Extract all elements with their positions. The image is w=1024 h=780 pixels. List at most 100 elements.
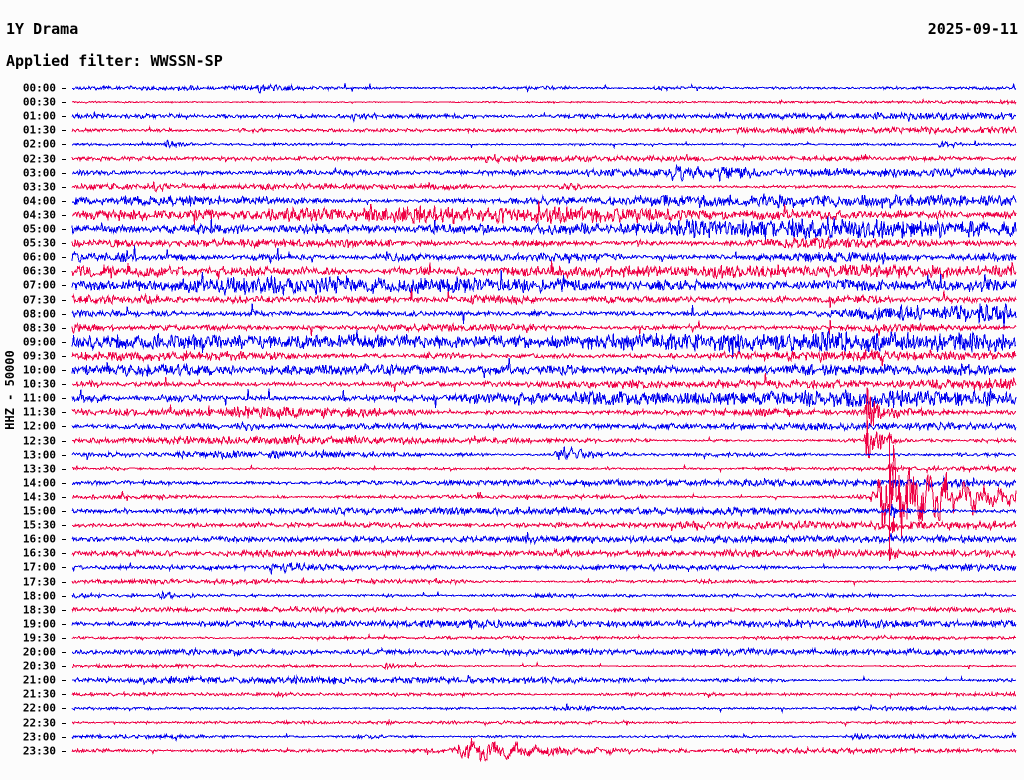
time-tick-mark <box>62 88 66 89</box>
time-tick-label: 20:30 <box>22 659 56 673</box>
trace-line <box>71 605 1017 615</box>
time-tick-label: 23:30 <box>22 744 56 758</box>
trace-line <box>71 504 1017 519</box>
time-tick-mark <box>62 398 66 400</box>
time-tick-mark <box>62 567 66 569</box>
trace-line <box>71 577 1017 587</box>
trace-line <box>72 674 1017 686</box>
time-tick-label: 22:30 <box>22 716 56 729</box>
time-tick-label: 15:00 <box>22 504 56 518</box>
time-tick-mark <box>62 243 66 245</box>
time-tick-label: 09:00 <box>22 335 56 349</box>
time-tick-label: 05:00 <box>22 222 56 236</box>
trace-line <box>71 718 1016 728</box>
time-tick-mark <box>62 694 66 696</box>
time-tick-mark <box>62 299 66 301</box>
time-tick-label: 02:00 <box>22 137 56 151</box>
trace-line <box>71 200 1017 226</box>
time-tick-label: 05:30 <box>22 236 56 250</box>
time-tick-label: 14:30 <box>22 490 56 504</box>
time-tick-label: 23:00 <box>22 730 56 744</box>
trace-line <box>71 561 1017 575</box>
time-tick-label: 06:00 <box>22 250 56 264</box>
time-tick-mark <box>62 370 66 371</box>
trace-line <box>72 516 1017 533</box>
trace-line <box>71 83 1017 94</box>
time-tick-label: 15:30 <box>22 518 56 532</box>
trace-line <box>71 97 1017 106</box>
trace-line <box>71 111 1017 124</box>
trace-line <box>71 357 1017 378</box>
time-tick-label: 19:30 <box>22 631 56 645</box>
time-tick-label: 01:30 <box>22 123 56 137</box>
trace-line <box>71 303 1017 329</box>
time-tick-label: 17:00 <box>22 560 56 574</box>
trace-line <box>71 320 1017 337</box>
time-tick-mark <box>62 285 66 287</box>
trace-line <box>71 260 1017 280</box>
trace-line <box>71 703 1017 714</box>
time-tick-label: 19:00 <box>22 617 56 631</box>
time-tick-label: 12:00 <box>22 419 56 433</box>
time-tick-mark <box>62 341 66 343</box>
time-tick-mark <box>62 581 66 583</box>
time-tick-mark <box>62 553 66 555</box>
time-tick-mark <box>62 708 66 710</box>
time-tick-mark <box>62 229 66 230</box>
time-tick-mark <box>62 468 66 470</box>
trace-line <box>71 388 1017 409</box>
time-tick-mark <box>62 595 66 597</box>
time-tick-label: 01:00 <box>22 109 56 123</box>
trace-line <box>71 216 1017 240</box>
time-tick-mark <box>62 313 66 315</box>
time-tick-mark <box>62 440 66 442</box>
trace-line <box>71 646 1017 658</box>
trace-line <box>71 288 1017 308</box>
trace-plot-area: 00:00 00:30 01:00 01:30 02:00 02:30 03:00 03:30… <box>0 80 1024 780</box>
applied-filter-label: Applied filter: WWSSN-SP <box>6 52 223 70</box>
time-tick-mark <box>62 482 66 484</box>
trace-line <box>71 153 1017 164</box>
trace-line <box>71 329 1017 359</box>
time-tick-mark <box>62 525 66 527</box>
time-tick-label: 21:30 <box>22 687 56 701</box>
time-tick-mark <box>62 539 66 541</box>
trace-line <box>71 139 1017 150</box>
time-tick-mark <box>62 186 66 188</box>
time-tick-mark <box>62 680 66 682</box>
time-tick-label: 02:30 <box>22 152 56 165</box>
time-tick-mark <box>62 426 66 428</box>
trace-line <box>71 532 1017 546</box>
trace-line <box>72 661 1017 671</box>
time-tick-mark <box>62 200 66 202</box>
trace-line <box>71 737 1017 763</box>
time-tick-label: 00:30 <box>22 95 56 109</box>
time-tick-mark <box>62 750 66 752</box>
time-tick-label: 11:30 <box>22 405 56 419</box>
record-date: 2025-09-11 <box>927 20 1018 38</box>
time-tick-mark <box>62 666 66 668</box>
time-tick-mark <box>62 609 66 611</box>
time-tick-mark <box>62 102 66 104</box>
time-tick-mark <box>62 652 66 653</box>
time-tick-label: 04:00 <box>22 194 56 208</box>
time-tick-label: 10:00 <box>22 363 56 377</box>
time-tick-mark <box>62 454 66 456</box>
time-tick-mark <box>62 736 66 738</box>
trace-line <box>71 164 1017 183</box>
time-tick-label: 09:30 <box>22 349 56 363</box>
time-tick-mark <box>62 130 66 132</box>
time-tick-mark <box>62 412 66 414</box>
time-tick-mark <box>62 355 66 357</box>
time-tick-mark <box>62 722 66 724</box>
trace-line <box>71 181 1016 193</box>
time-tick-mark <box>62 144 66 146</box>
time-tick-mark <box>62 511 66 512</box>
time-tick-mark <box>62 116 66 118</box>
trace-line <box>71 444 1017 538</box>
time-tick-mark <box>62 172 66 174</box>
trace-line <box>71 445 1017 461</box>
trace-line <box>71 590 1017 601</box>
seismogram-traces <box>71 83 1017 763</box>
trace-line <box>71 731 1017 743</box>
